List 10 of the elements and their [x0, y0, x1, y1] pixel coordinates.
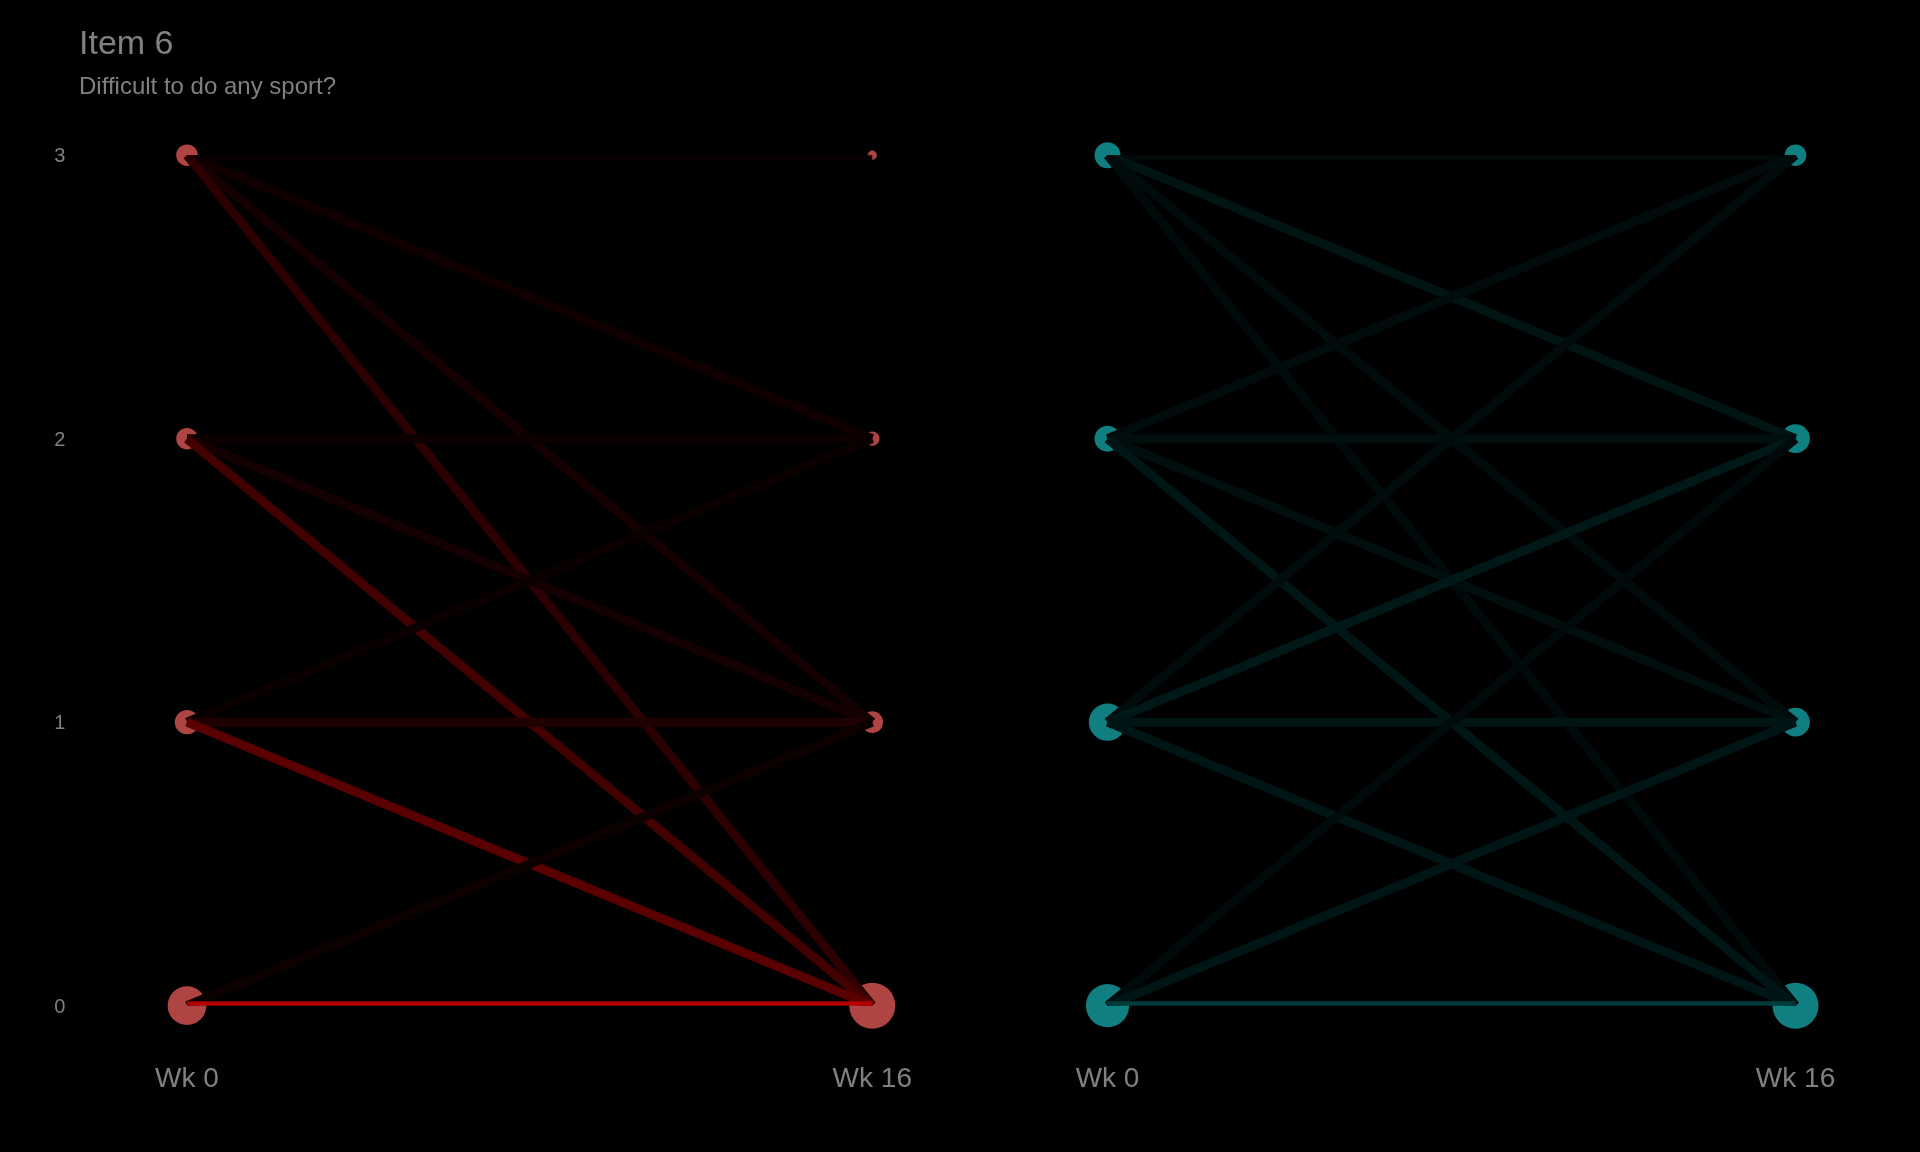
chart-subtitle: Difficult to do any sport?	[79, 72, 337, 99]
y-tick-label: 0	[54, 994, 66, 1017]
x-tick-label: Wk 0	[1075, 1061, 1140, 1093]
y-tick-label: 2	[54, 427, 66, 450]
chart-title: Item 6	[79, 23, 174, 61]
y-tick-label: 1	[54, 711, 66, 734]
y-tick-label: 3	[54, 144, 66, 167]
x-tick-label: Wk 16	[1755, 1061, 1836, 1093]
x-tick-label: Wk 0	[155, 1061, 219, 1093]
x-tick-label: Wk 16	[832, 1061, 912, 1093]
